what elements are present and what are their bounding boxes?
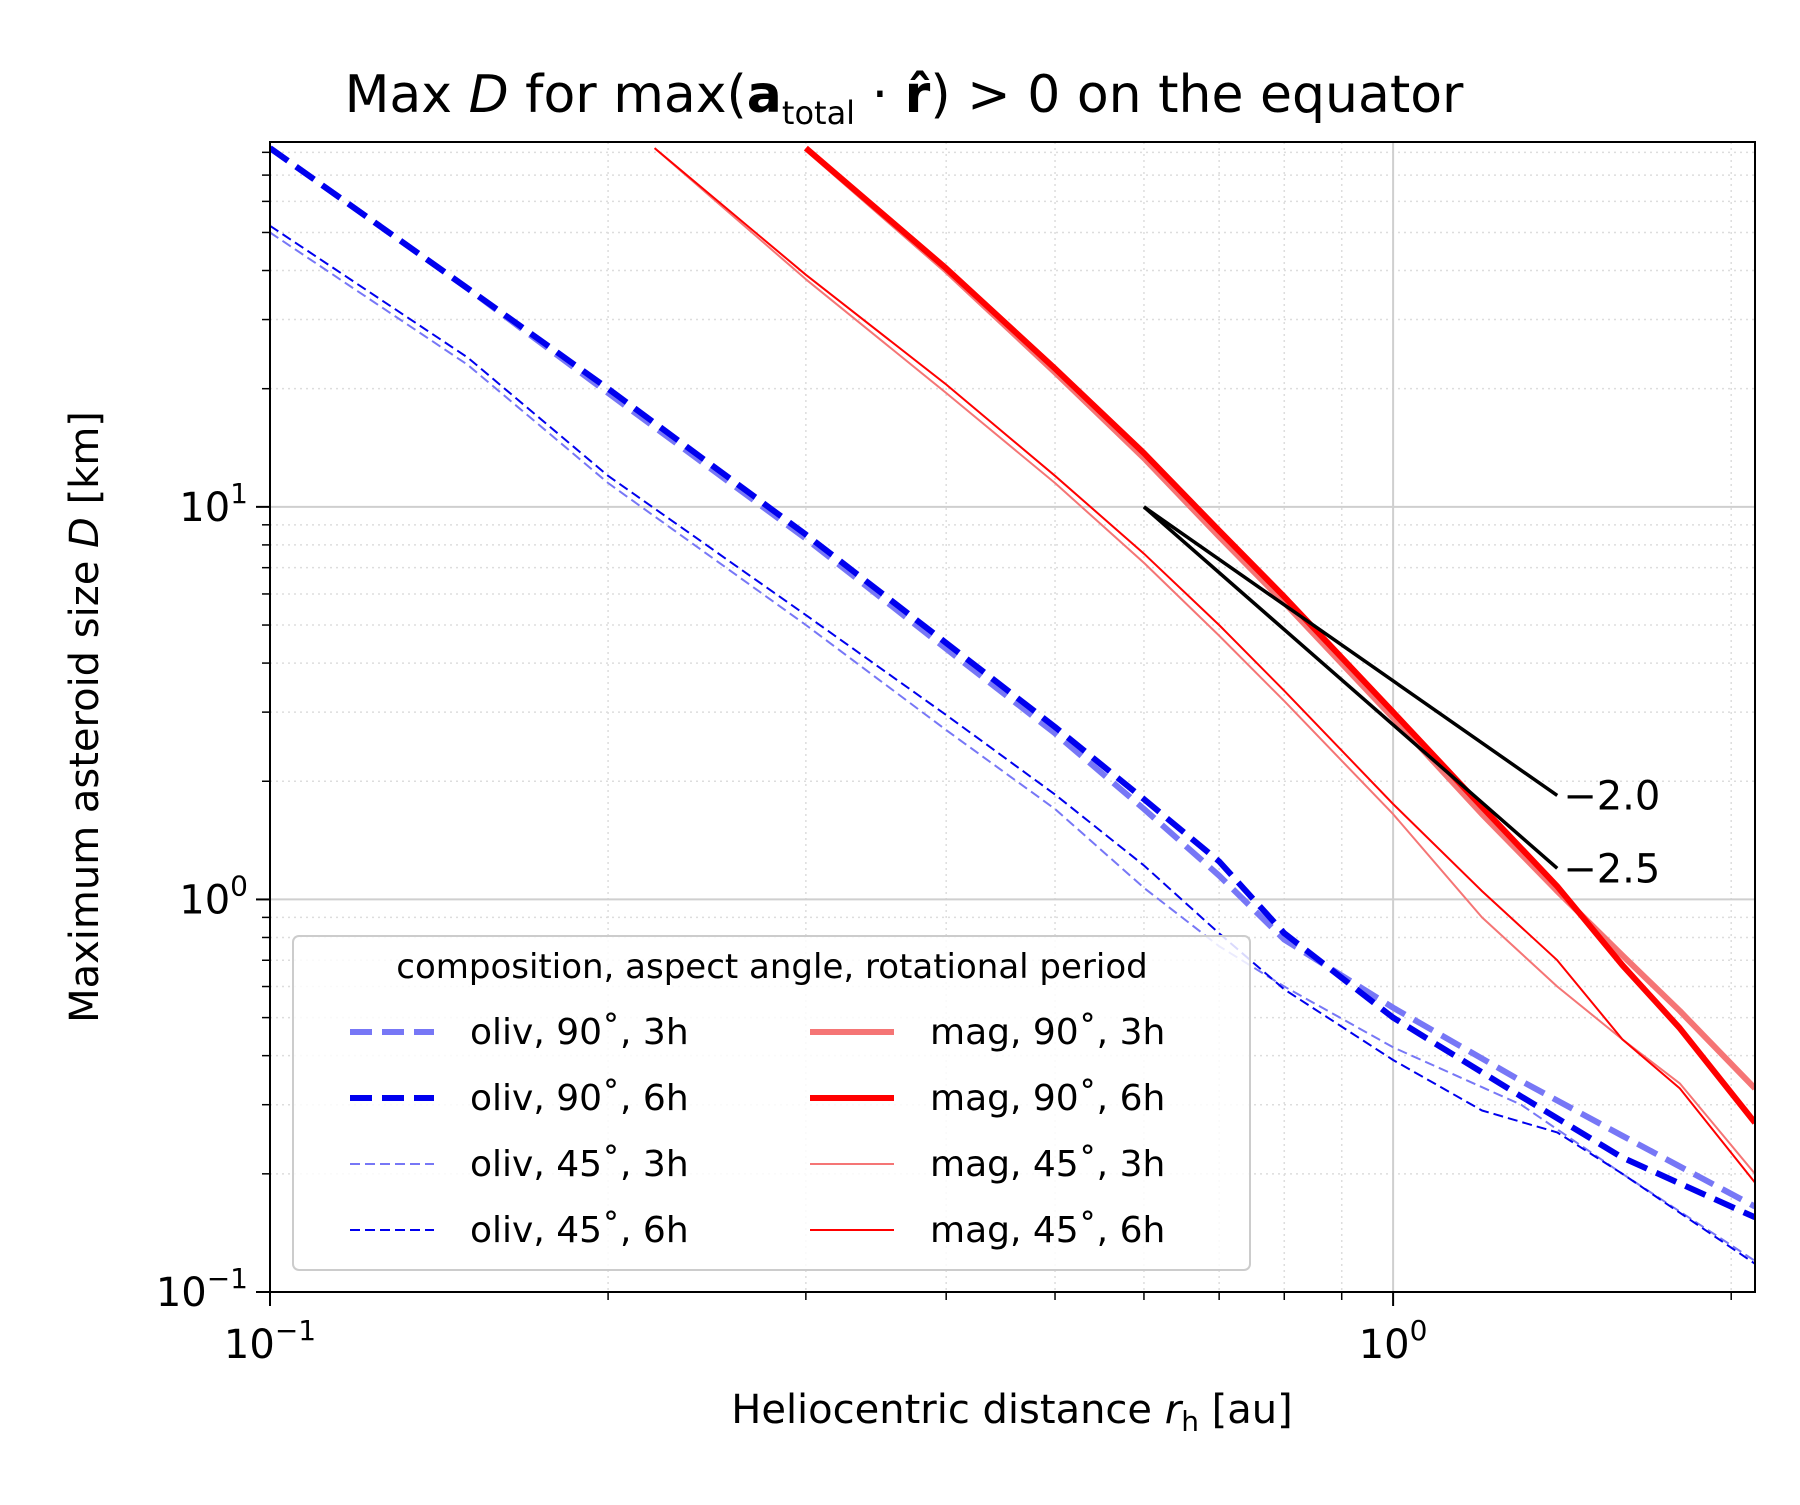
y-axis-label: Maximum asteroid size D [km] (62, 411, 108, 1023)
series-line-1 (270, 145, 1755, 1210)
x-tick-label: 100 (1359, 1314, 1428, 1368)
y-tick-label: 101 (179, 477, 248, 531)
series-layer (270, 145, 1755, 1265)
legend-label: oliv, 90˚, 3h (470, 1012, 689, 1053)
legend-label: oliv, 90˚, 6h (470, 1078, 689, 1119)
legend: composition, aspect angle, rotational pe… (292, 935, 1251, 1271)
legend-label: oliv, 45˚, 6h (470, 1210, 689, 1251)
plot-frame (269, 141, 1756, 1293)
legend-title: composition, aspect angle, rotational pe… (396, 947, 1147, 987)
legend-items: oliv, 90˚, 3h oliv, 90˚, 6h oliv, 45˚, 3h o… (350, 1012, 1165, 1251)
legend-label: mag, 90˚, 3h (930, 1012, 1165, 1053)
series-line-4 (270, 224, 1755, 1265)
x-axis-label: Heliocentric distance rh [au] (731, 1387, 1293, 1438)
reference-line-1 (1142, 505, 1559, 797)
reference-lines: −2.0 −2.5 (1142, 505, 1660, 892)
y-tick-label: 100 (179, 869, 248, 923)
reference-line-label: −2.5 (1563, 846, 1660, 892)
legend-label: mag, 90˚, 6h (930, 1078, 1165, 1119)
reference-line-2 (1142, 505, 1559, 870)
legend-box (292, 935, 1251, 1271)
series-line-2 (270, 145, 1755, 1221)
legend-label: mag, 45˚, 3h (930, 1144, 1165, 1185)
reference-line-label: −2.0 (1563, 773, 1660, 819)
series-line-6 (803, 145, 1755, 1125)
x-tick-label: 10−1 (224, 1314, 316, 1368)
y-tick-label: 10−1 (156, 1262, 248, 1316)
legend-label: mag, 45˚, 6h (930, 1210, 1165, 1251)
series-line-3 (270, 231, 1755, 1262)
legend-label: oliv, 45˚, 3h (470, 1144, 689, 1185)
axis-ticks: 10−1 100 10−1 100 101 (156, 151, 1732, 1368)
chart-title: Max D for max(atotal · r̂) > 0 on the eq… (345, 65, 1464, 132)
series-line-8 (653, 147, 1755, 1184)
